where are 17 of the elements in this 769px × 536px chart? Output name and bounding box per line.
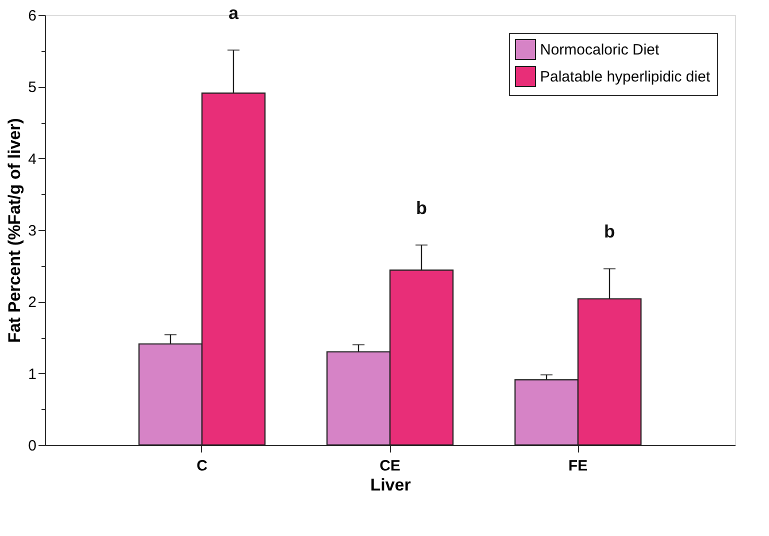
annotation: a bbox=[228, 3, 240, 24]
x-tick-label: FE bbox=[568, 458, 588, 474]
y-tick-label: 1 bbox=[28, 366, 36, 383]
y-axis-title: Fat Percent (%Fat/g of liver) bbox=[5, 118, 24, 343]
legend-label: Normocaloric Diet bbox=[540, 42, 660, 58]
annotation: b bbox=[416, 198, 427, 218]
y-tick-label: 3 bbox=[28, 222, 36, 240]
y-tick-label: 4 bbox=[28, 150, 36, 168]
y-tick-label: 5 bbox=[28, 79, 36, 96]
x-axis-title: Liver bbox=[370, 476, 412, 494]
y-tick-label: 0 bbox=[28, 438, 36, 454]
legend-label: Palatable hyperlipidic diet bbox=[540, 68, 711, 86]
x-tick-label: CE bbox=[380, 458, 400, 474]
annotation: b bbox=[604, 222, 616, 242]
y-tick-label: 2 bbox=[28, 294, 36, 312]
x-tick-label: C bbox=[196, 458, 208, 474]
y-tick-label: 6 bbox=[28, 8, 36, 24]
